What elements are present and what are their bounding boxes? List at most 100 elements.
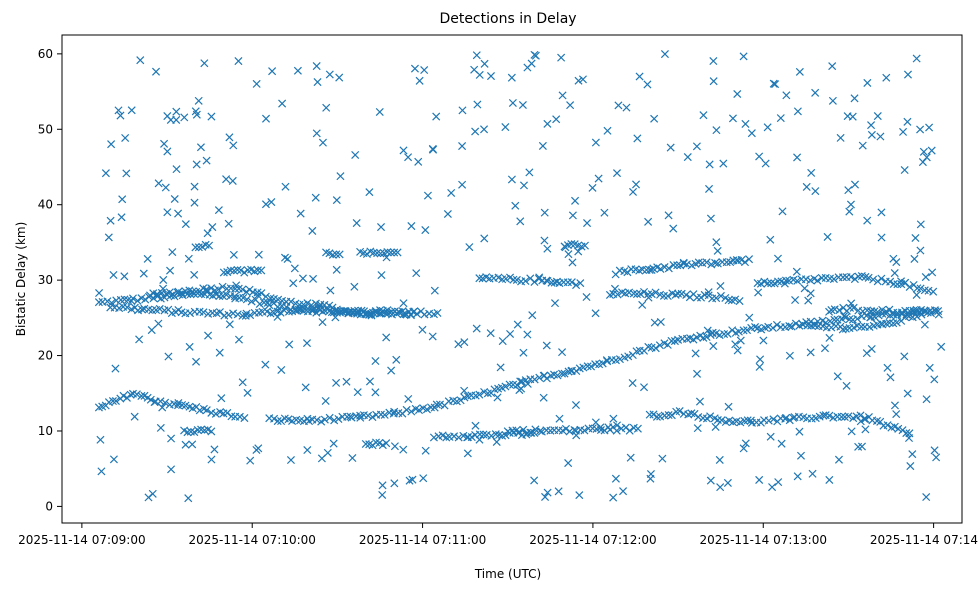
data-point-marker xyxy=(910,254,919,263)
data-point-marker xyxy=(781,413,790,422)
data-point-marker xyxy=(882,73,891,82)
data-point-marker xyxy=(664,264,673,273)
data-point-marker xyxy=(238,378,247,387)
data-point-marker xyxy=(120,272,129,281)
data-point-marker xyxy=(929,287,938,296)
data-point-marker xyxy=(844,186,853,195)
data-point-marker xyxy=(639,287,649,296)
x-tick-label: 2025-11-14 07:09:00 xyxy=(18,533,145,547)
data-point-marker xyxy=(778,207,787,216)
data-point-marker xyxy=(170,194,179,204)
data-point-marker xyxy=(508,98,517,108)
data-point-marker xyxy=(920,320,929,329)
data-point-marker xyxy=(876,132,885,141)
data-point-marker xyxy=(458,180,467,189)
data-point-marker xyxy=(847,299,856,308)
data-point-marker xyxy=(194,243,203,252)
data-point-marker xyxy=(215,292,224,301)
data-point-marker xyxy=(233,265,242,274)
data-point-marker xyxy=(447,188,456,197)
data-point-marker xyxy=(755,152,764,161)
data-point-marker xyxy=(673,261,682,270)
data-point-marker xyxy=(890,401,899,410)
data-point-marker xyxy=(323,448,332,457)
data-point-marker xyxy=(254,250,263,259)
data-point-marker xyxy=(712,294,721,303)
data-point-marker xyxy=(743,416,752,425)
data-point-marker xyxy=(159,275,168,284)
data-point-marker xyxy=(117,213,126,222)
data-point-marker xyxy=(844,412,853,421)
data-point-marker xyxy=(538,141,547,150)
data-point-marker xyxy=(682,334,691,343)
data-point-marker xyxy=(432,112,441,121)
data-point-marker xyxy=(705,160,714,169)
data-point-marker xyxy=(716,483,725,492)
data-point-marker xyxy=(829,275,838,284)
data-point-marker xyxy=(273,312,282,321)
data-point-marker xyxy=(454,340,463,349)
data-point-marker xyxy=(530,375,539,384)
data-point-marker xyxy=(348,453,357,463)
data-point-marker xyxy=(644,290,653,299)
data-point-marker xyxy=(704,288,713,297)
data-point-marker xyxy=(147,326,156,335)
data-point-marker xyxy=(774,277,783,286)
data-point-marker xyxy=(160,139,169,148)
data-point-marker xyxy=(806,348,815,357)
data-point-marker xyxy=(578,75,587,84)
data-point-marker xyxy=(329,439,338,448)
data-point-marker xyxy=(143,254,152,263)
data-point-marker xyxy=(164,352,173,361)
data-point-marker xyxy=(107,298,116,307)
data-point-marker xyxy=(795,67,804,76)
data-point-marker xyxy=(802,182,811,191)
data-point-marker xyxy=(202,406,211,415)
data-point-marker xyxy=(207,427,216,436)
data-point-marker xyxy=(475,390,484,399)
data-point-marker xyxy=(791,319,800,328)
data-point-marker xyxy=(535,426,544,436)
data-point-marker xyxy=(365,188,374,197)
data-point-marker xyxy=(507,73,516,82)
data-point-marker xyxy=(554,487,563,496)
data-point-marker xyxy=(313,78,322,87)
data-point-marker xyxy=(583,362,592,371)
data-point-marker xyxy=(371,438,381,447)
data-point-marker xyxy=(495,430,504,439)
data-point-marker xyxy=(335,250,344,259)
data-point-marker xyxy=(378,490,387,500)
x-axis-label: Time (UTC) xyxy=(474,567,541,581)
data-point-marker xyxy=(303,446,312,455)
data-point-marker xyxy=(591,309,600,318)
data-point-marker xyxy=(190,270,199,279)
data-point-marker xyxy=(785,416,794,425)
data-point-marker xyxy=(528,311,537,320)
data-point-marker xyxy=(180,113,189,122)
data-point-marker xyxy=(523,330,532,339)
plot-frame xyxy=(61,34,963,524)
data-point-marker xyxy=(649,410,658,419)
data-point-marker xyxy=(571,196,580,205)
data-point-marker xyxy=(898,426,907,435)
data-point-marker xyxy=(867,121,876,130)
data-point-marker xyxy=(667,411,676,420)
data-point-marker xyxy=(194,96,203,105)
data-point-marker xyxy=(722,258,731,267)
data-point-marker xyxy=(377,271,386,280)
data-point-marker xyxy=(288,307,297,316)
data-point-marker xyxy=(705,184,714,193)
data-point-marker xyxy=(633,134,642,143)
data-point-marker xyxy=(629,289,638,298)
data-point-marker xyxy=(311,193,320,202)
data-point-marker xyxy=(243,388,252,397)
data-point-marker xyxy=(218,282,227,291)
data-point-marker xyxy=(867,344,876,353)
data-point-marker xyxy=(228,176,237,185)
data-point-marker xyxy=(575,491,584,500)
data-point-marker xyxy=(429,433,438,442)
data-point-marker xyxy=(633,424,642,433)
data-point-marker xyxy=(928,268,937,277)
data-point-marker xyxy=(674,289,683,298)
data-point-marker xyxy=(741,119,750,128)
